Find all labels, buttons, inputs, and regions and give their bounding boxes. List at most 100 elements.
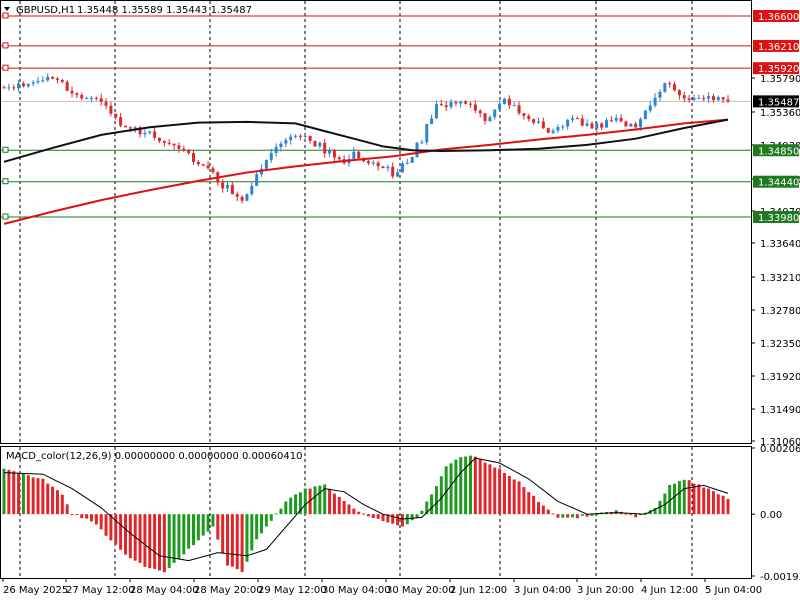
candle-body (663, 83, 667, 92)
macd-histogram-bar (478, 459, 482, 515)
candle-body (133, 127, 137, 129)
candle-body (478, 110, 482, 114)
macd-histogram-bar (439, 476, 443, 515)
macd-histogram-bar (507, 475, 511, 515)
candle-body (527, 115, 531, 120)
macd-histogram-bar (167, 514, 171, 569)
macd-histogram-bar (196, 514, 200, 541)
macd-histogram-bar (31, 477, 35, 515)
candle-body (26, 83, 30, 87)
price-tick-label: 1.32350 (760, 339, 800, 350)
macd-histogram-bar (226, 514, 230, 566)
candle-body (420, 142, 424, 144)
time-tick-label: 26 May 2025 (3, 585, 68, 596)
macd-histogram-bar (590, 514, 594, 516)
time-tick-label: 29 May 12:00 (258, 585, 327, 596)
candle-body (250, 185, 254, 195)
macd-histogram-bar (104, 514, 108, 536)
time-tick-label: 3 Jun 20:00 (577, 585, 634, 596)
horizontal-levels (1, 12, 751, 220)
macd-histogram-bar (245, 514, 249, 562)
macd-histogram-bar (7, 469, 11, 515)
candle-body (75, 93, 79, 96)
candle-body (187, 149, 191, 154)
candle-body (619, 117, 623, 122)
macd-histogram-bar (41, 478, 45, 515)
candle-body (109, 105, 113, 114)
macd-histogram-bar (556, 514, 560, 518)
macd-histogram-bar (264, 514, 268, 527)
macd-histogram-bar (26, 475, 30, 515)
moving-averages (3, 118, 729, 225)
macd-histogram-bar (532, 495, 536, 515)
macd-histogram-bar (702, 487, 706, 515)
candle-body (459, 101, 463, 104)
macd-histogram-bar (70, 514, 74, 516)
resistance-level-1-tag-text: 1.36210 (758, 42, 799, 53)
candle-body (668, 83, 672, 85)
macd-histogram-bar (721, 495, 725, 515)
resistance-level-0-tag (753, 10, 799, 22)
macd-histogram-bar (182, 514, 186, 555)
candle-body (434, 104, 438, 119)
candle-body (580, 118, 584, 126)
candle-body (498, 104, 502, 110)
candle-body (522, 113, 526, 116)
macd-histogram-bar (109, 514, 113, 541)
candle-body (274, 146, 278, 154)
candle-body (546, 128, 550, 133)
macd-histogram-bar (512, 479, 516, 515)
candle-body (639, 119, 643, 128)
candle-body (697, 97, 701, 99)
candle-body (585, 123, 589, 126)
support-level-0-tag-text: 1.34850 (758, 146, 799, 157)
macd-panel-frame (0, 446, 752, 579)
macd-histogram-bar (352, 508, 356, 515)
macd-histogram-bar (177, 514, 181, 559)
candle-body (371, 162, 375, 164)
candle-body (177, 145, 181, 149)
resistance-level-2-tag-text: 1.35920 (758, 64, 799, 75)
candle-body (541, 121, 545, 129)
candle-body (366, 161, 370, 164)
candle-body (206, 165, 210, 169)
macd-histogram-bar (473, 456, 477, 515)
candle-body (410, 157, 414, 163)
candle-body (303, 135, 307, 137)
candle-body (89, 97, 93, 99)
candle-body (255, 174, 259, 186)
macd-histogram-bar (454, 459, 458, 515)
candle-body (114, 113, 118, 118)
candle-body (600, 123, 604, 128)
macd-histogram-bar (381, 514, 385, 522)
candle-body (551, 130, 555, 133)
macd-histogram-bar (502, 473, 506, 515)
macd-histogram-bar (653, 508, 657, 515)
candle-body (507, 98, 511, 106)
macd-histogram-bar (425, 501, 429, 515)
candle-body (284, 140, 288, 144)
macd-histogram-bar (192, 514, 196, 546)
candle-body (323, 142, 327, 154)
candle-body (21, 83, 25, 87)
macd-histogram-bar (128, 514, 132, 559)
macd-histogram-bar (536, 502, 540, 515)
candle-body (36, 80, 40, 83)
candle-body (148, 131, 152, 133)
macd-histogram-bar (162, 514, 166, 573)
candle-body (226, 184, 230, 189)
candle-body (196, 161, 200, 165)
candle-body (716, 97, 720, 101)
ohlc-values: 1.35448 1.35589 1.35443 1.35487 (77, 5, 252, 16)
macd-histogram-bar (80, 514, 84, 519)
candle-body (566, 119, 570, 127)
candle-body (201, 164, 205, 166)
candle-body (386, 166, 390, 169)
candle-body (430, 118, 434, 124)
macd-histogram-bar (89, 514, 93, 522)
symbol-dropdown-icon[interactable] (4, 7, 10, 11)
macd-histogram-bar (269, 514, 273, 521)
time-tick-label: 27 May 12:00 (66, 585, 135, 596)
